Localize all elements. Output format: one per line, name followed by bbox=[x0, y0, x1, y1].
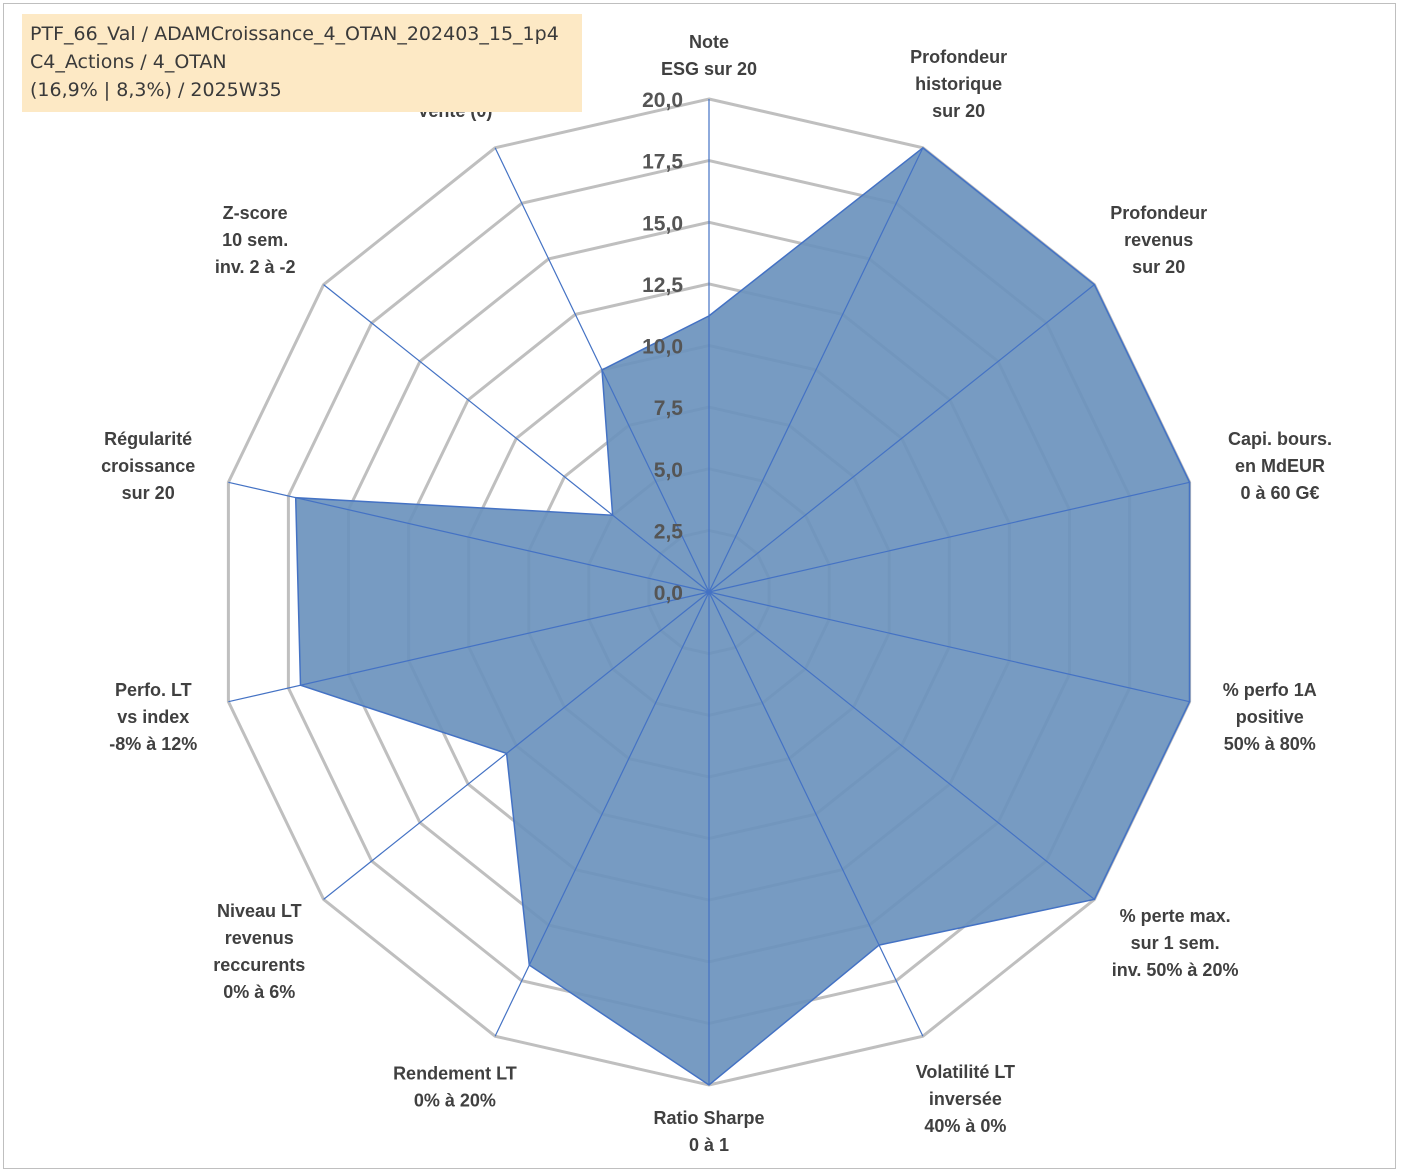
chart-frame bbox=[3, 3, 1396, 1169]
axis-label-line: Z-score bbox=[223, 203, 288, 223]
axis-spoke bbox=[323, 591, 710, 900]
axis-spoke bbox=[708, 147, 924, 593]
axis-spoke bbox=[708, 284, 1095, 593]
axis-label-line: vs index bbox=[117, 707, 189, 727]
radar-series bbox=[294, 146, 1191, 1086]
axis-label-line: positive bbox=[1236, 707, 1304, 727]
axis-label-line: Note bbox=[689, 32, 729, 52]
axis-spoke bbox=[494, 591, 710, 1037]
axis-label-line: 0 à 1 bbox=[689, 1135, 729, 1155]
axis-label-line: reccurents bbox=[213, 955, 305, 975]
axis-label-line: Capi. bours. bbox=[1228, 429, 1332, 449]
info-line-category: C4_Actions / 4_OTAN bbox=[30, 51, 227, 73]
axis-label-line: 10 sem. bbox=[222, 230, 288, 250]
axis-spoke bbox=[708, 591, 1095, 900]
axis-spoke bbox=[708, 591, 1190, 703]
axis-spoke bbox=[708, 591, 924, 1037]
radial-tick-labels: 0,0 2,5 5,0 7,5 10,0 12,5 15,0 17,5 20,0 bbox=[642, 89, 683, 605]
axis-spoke bbox=[708, 481, 1190, 593]
axis-label-line: 50% à 80% bbox=[1224, 734, 1316, 754]
axis-label-line: -8% à 12% bbox=[109, 734, 197, 754]
axis-label-line: 0% à 6% bbox=[223, 982, 295, 1002]
axis-spoke bbox=[494, 147, 710, 593]
tick-label: 17,5 bbox=[642, 151, 683, 174]
axis-label-line: inv. 2 à -2 bbox=[215, 257, 296, 277]
info-line-portfolio: PTF_66_Val / ADAMCroissance_4_OTAN_20240… bbox=[30, 23, 559, 45]
axis-label-line: revenus bbox=[225, 928, 294, 948]
tick-label: 15,0 bbox=[642, 212, 683, 235]
axis-label-line: revenus bbox=[1124, 230, 1193, 250]
axis-label-line: Profondeur bbox=[910, 47, 1007, 67]
axis-label-line: 0% à 20% bbox=[414, 1091, 496, 1111]
tick-label: 2,5 bbox=[654, 520, 684, 543]
tick-label: 5,0 bbox=[654, 459, 683, 482]
axis-label-line: sur 20 bbox=[932, 101, 985, 121]
axis-label-line: 40% à 0% bbox=[924, 1116, 1006, 1136]
tick-label: 10,0 bbox=[642, 336, 683, 359]
series-area bbox=[294, 146, 1191, 1086]
axis-label-line: croissance bbox=[101, 456, 195, 476]
axis-label-line: Perfo. LT bbox=[115, 680, 192, 700]
axis-label-line: Ratio Sharpe bbox=[653, 1108, 764, 1128]
axis-label-line: sur 1 sem. bbox=[1131, 933, 1220, 953]
axis-label-line: Régularité bbox=[104, 429, 192, 449]
info-box: PTF_66_Val / ADAMCroissance_4_OTAN_20240… bbox=[22, 14, 582, 112]
radar-spokes bbox=[228, 99, 1190, 1085]
axis-spoke bbox=[228, 591, 710, 703]
axis-label-line: sur 20 bbox=[122, 483, 175, 503]
axis-label-line: ESG sur 20 bbox=[661, 59, 757, 79]
axis-label-line: historique bbox=[915, 74, 1002, 94]
axis-spoke bbox=[323, 284, 710, 593]
tick-label: 20,0 bbox=[642, 89, 683, 112]
axis-spoke bbox=[228, 481, 710, 593]
axis-label-line: 0 à 60 G€ bbox=[1240, 483, 1319, 503]
axis-label-line: Volatilité LT bbox=[916, 1062, 1015, 1082]
axis-label-line: % perfo 1A bbox=[1223, 680, 1317, 700]
tick-label: 7,5 bbox=[654, 397, 684, 420]
axis-label-line: sur 20 bbox=[1132, 257, 1185, 277]
axis-label-line: Profondeur bbox=[1110, 203, 1207, 223]
axis-label-line: inversée bbox=[929, 1089, 1002, 1109]
axis-label-line: Rendement LT bbox=[393, 1064, 517, 1084]
tick-label: 0,0 bbox=[654, 582, 683, 605]
axis-label-line: en MdEUR bbox=[1235, 456, 1325, 476]
tick-label: 12,5 bbox=[642, 274, 683, 297]
axis-label-line: % perte max. bbox=[1120, 906, 1231, 926]
axis-label-line: Niveau LT bbox=[217, 901, 302, 921]
info-line-performance: (16,9% | 8,3%) / 2025W35 bbox=[30, 79, 282, 101]
axis-label-line: inv. 50% à 20% bbox=[1112, 960, 1239, 980]
